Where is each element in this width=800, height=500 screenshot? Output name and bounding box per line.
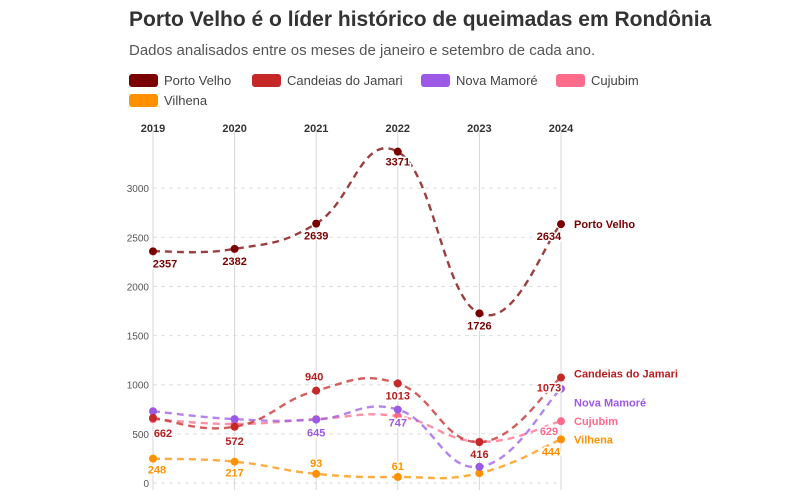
x-tick-label: 2023 [467, 123, 491, 135]
data-label-vilhena: 61 [392, 461, 404, 473]
x-tick-label: 2024 [549, 123, 574, 135]
data-point-vilhena [149, 454, 157, 463]
legend-swatch-nova-mamore [421, 74, 450, 87]
legend-label-cujubim: Cujubim [591, 73, 639, 88]
data-point-candeias-do-jamari [393, 379, 402, 388]
data-label-candeias-do-jamari: 662 [154, 428, 172, 440]
data-label-porto-velho: 2357 [153, 258, 177, 270]
series-line-vilhena [152, 438, 562, 480]
legend-item-vilhena: Vilhena [129, 93, 207, 108]
end-label-candeias-do-jamari: Candeias do Jamari [574, 369, 678, 381]
legend-swatch-candeias-do-jamari [252, 74, 281, 87]
data-point-nova-mamore [393, 405, 402, 414]
data-label-vilhena: 444 [542, 446, 561, 458]
data-point-candeias-do-jamari [230, 422, 239, 431]
data-label-cujubim: 629 [540, 426, 558, 438]
data-point-porto-velho [393, 147, 402, 156]
legend-label-nova-mamore: Nova Mamoré [456, 73, 538, 88]
data-label-porto-velho: 2639 [304, 231, 328, 243]
data-point-nova-mamore [312, 415, 321, 424]
data-label-vilhena: 93 [310, 458, 322, 470]
legend-swatch-cujubim [556, 74, 585, 87]
legend-item-porto-velho: Porto Velho [129, 73, 231, 88]
x-tick-label: 2020 [222, 123, 246, 135]
series-line-cujubim [152, 413, 562, 443]
legend-item-cujubim: Cujubim [556, 73, 639, 88]
data-label-vilhena: 217 [225, 468, 243, 480]
x-tick-label: 2019 [141, 123, 165, 135]
end-label-nova-mamore: Nova Mamoré [574, 398, 646, 410]
end-label-porto-velho: Porto Velho [574, 219, 635, 231]
data-label-porto-velho: 2634 [537, 231, 562, 243]
legend-label-porto-velho: Porto Velho [164, 73, 232, 88]
data-point-nova-mamore [475, 462, 484, 471]
data-point-vilhena [557, 435, 565, 444]
legend-label-candeias-do-jamari: Candeias do Jamari [287, 73, 403, 88]
data-label-porto-velho: 1726 [467, 320, 491, 332]
data-point-vilhena [312, 469, 321, 478]
data-point-candeias-do-jamari [475, 438, 484, 447]
data-point-cujubim [393, 412, 402, 421]
y-tick-label: 0 [143, 479, 149, 490]
data-label-nova-mamore: 645 [307, 428, 325, 440]
legend-item-candeias-do-jamari: Candeias do Jamari [252, 73, 403, 88]
data-point-nova-mamore [230, 415, 239, 424]
data-label-vilhena: 248 [148, 465, 166, 477]
data-point-porto-velho [230, 244, 239, 253]
legend-swatch-porto-velho [129, 74, 158, 87]
legend-swatch-vilhena [129, 94, 158, 107]
data-point-candeias-do-jamari [149, 413, 157, 422]
y-tick-label: 1000 [127, 381, 150, 392]
data-label-candeias-do-jamari: 940 [305, 372, 323, 384]
data-label-candeias-do-jamari: 1013 [386, 390, 410, 402]
data-point-porto-velho [312, 219, 321, 228]
data-label-candeias-do-jamari: 1073 [537, 383, 561, 395]
data-label-candeias-do-jamari: 572 [225, 436, 243, 448]
data-point-vilhena [230, 457, 239, 466]
series-line-porto-velho [152, 147, 562, 317]
y-tick-label: 3000 [127, 184, 150, 195]
legend-label-vilhena: Vilhena [164, 93, 208, 108]
chart-title: Porto Velho é o líder histórico de queim… [129, 8, 712, 31]
x-tick-label: 2022 [386, 123, 410, 135]
data-label-nova-mamore: 747 [389, 418, 407, 430]
legend-item-nova-mamore: Nova Mamoré [421, 73, 538, 88]
data-label-porto-velho: 2382 [222, 256, 246, 268]
legend: Porto Velho Candeias do Jamari Nova Mamo… [129, 73, 689, 109]
x-tick-label: 2021 [304, 123, 328, 135]
data-label-candeias-do-jamari: 416 [470, 449, 488, 461]
y-tick-label: 2000 [127, 282, 150, 293]
end-label-vilhena: Vilhena [574, 434, 614, 446]
data-point-porto-velho [475, 309, 484, 318]
data-point-porto-velho [557, 220, 565, 229]
data-point-cujubim [557, 417, 565, 426]
data-point-vilhena [393, 473, 402, 482]
data-point-candeias-do-jamari [557, 373, 565, 382]
data-point-vilhena [475, 469, 484, 478]
data-point-nova-mamore [557, 384, 565, 393]
data-point-porto-velho [149, 247, 157, 256]
end-label-cujubim: Cujubim [574, 416, 618, 428]
y-tick-label: 1500 [127, 332, 150, 343]
series-line-candeias-do-jamari [152, 376, 562, 444]
y-tick-label: 2500 [127, 233, 150, 244]
chart-subtitle: Dados analisados entre os meses de janei… [129, 42, 596, 59]
data-point-candeias-do-jamari [312, 386, 321, 395]
data-label-porto-velho: 3371 [386, 157, 410, 169]
y-tick-label: 500 [132, 430, 149, 441]
data-point-nova-mamore [149, 407, 157, 416]
